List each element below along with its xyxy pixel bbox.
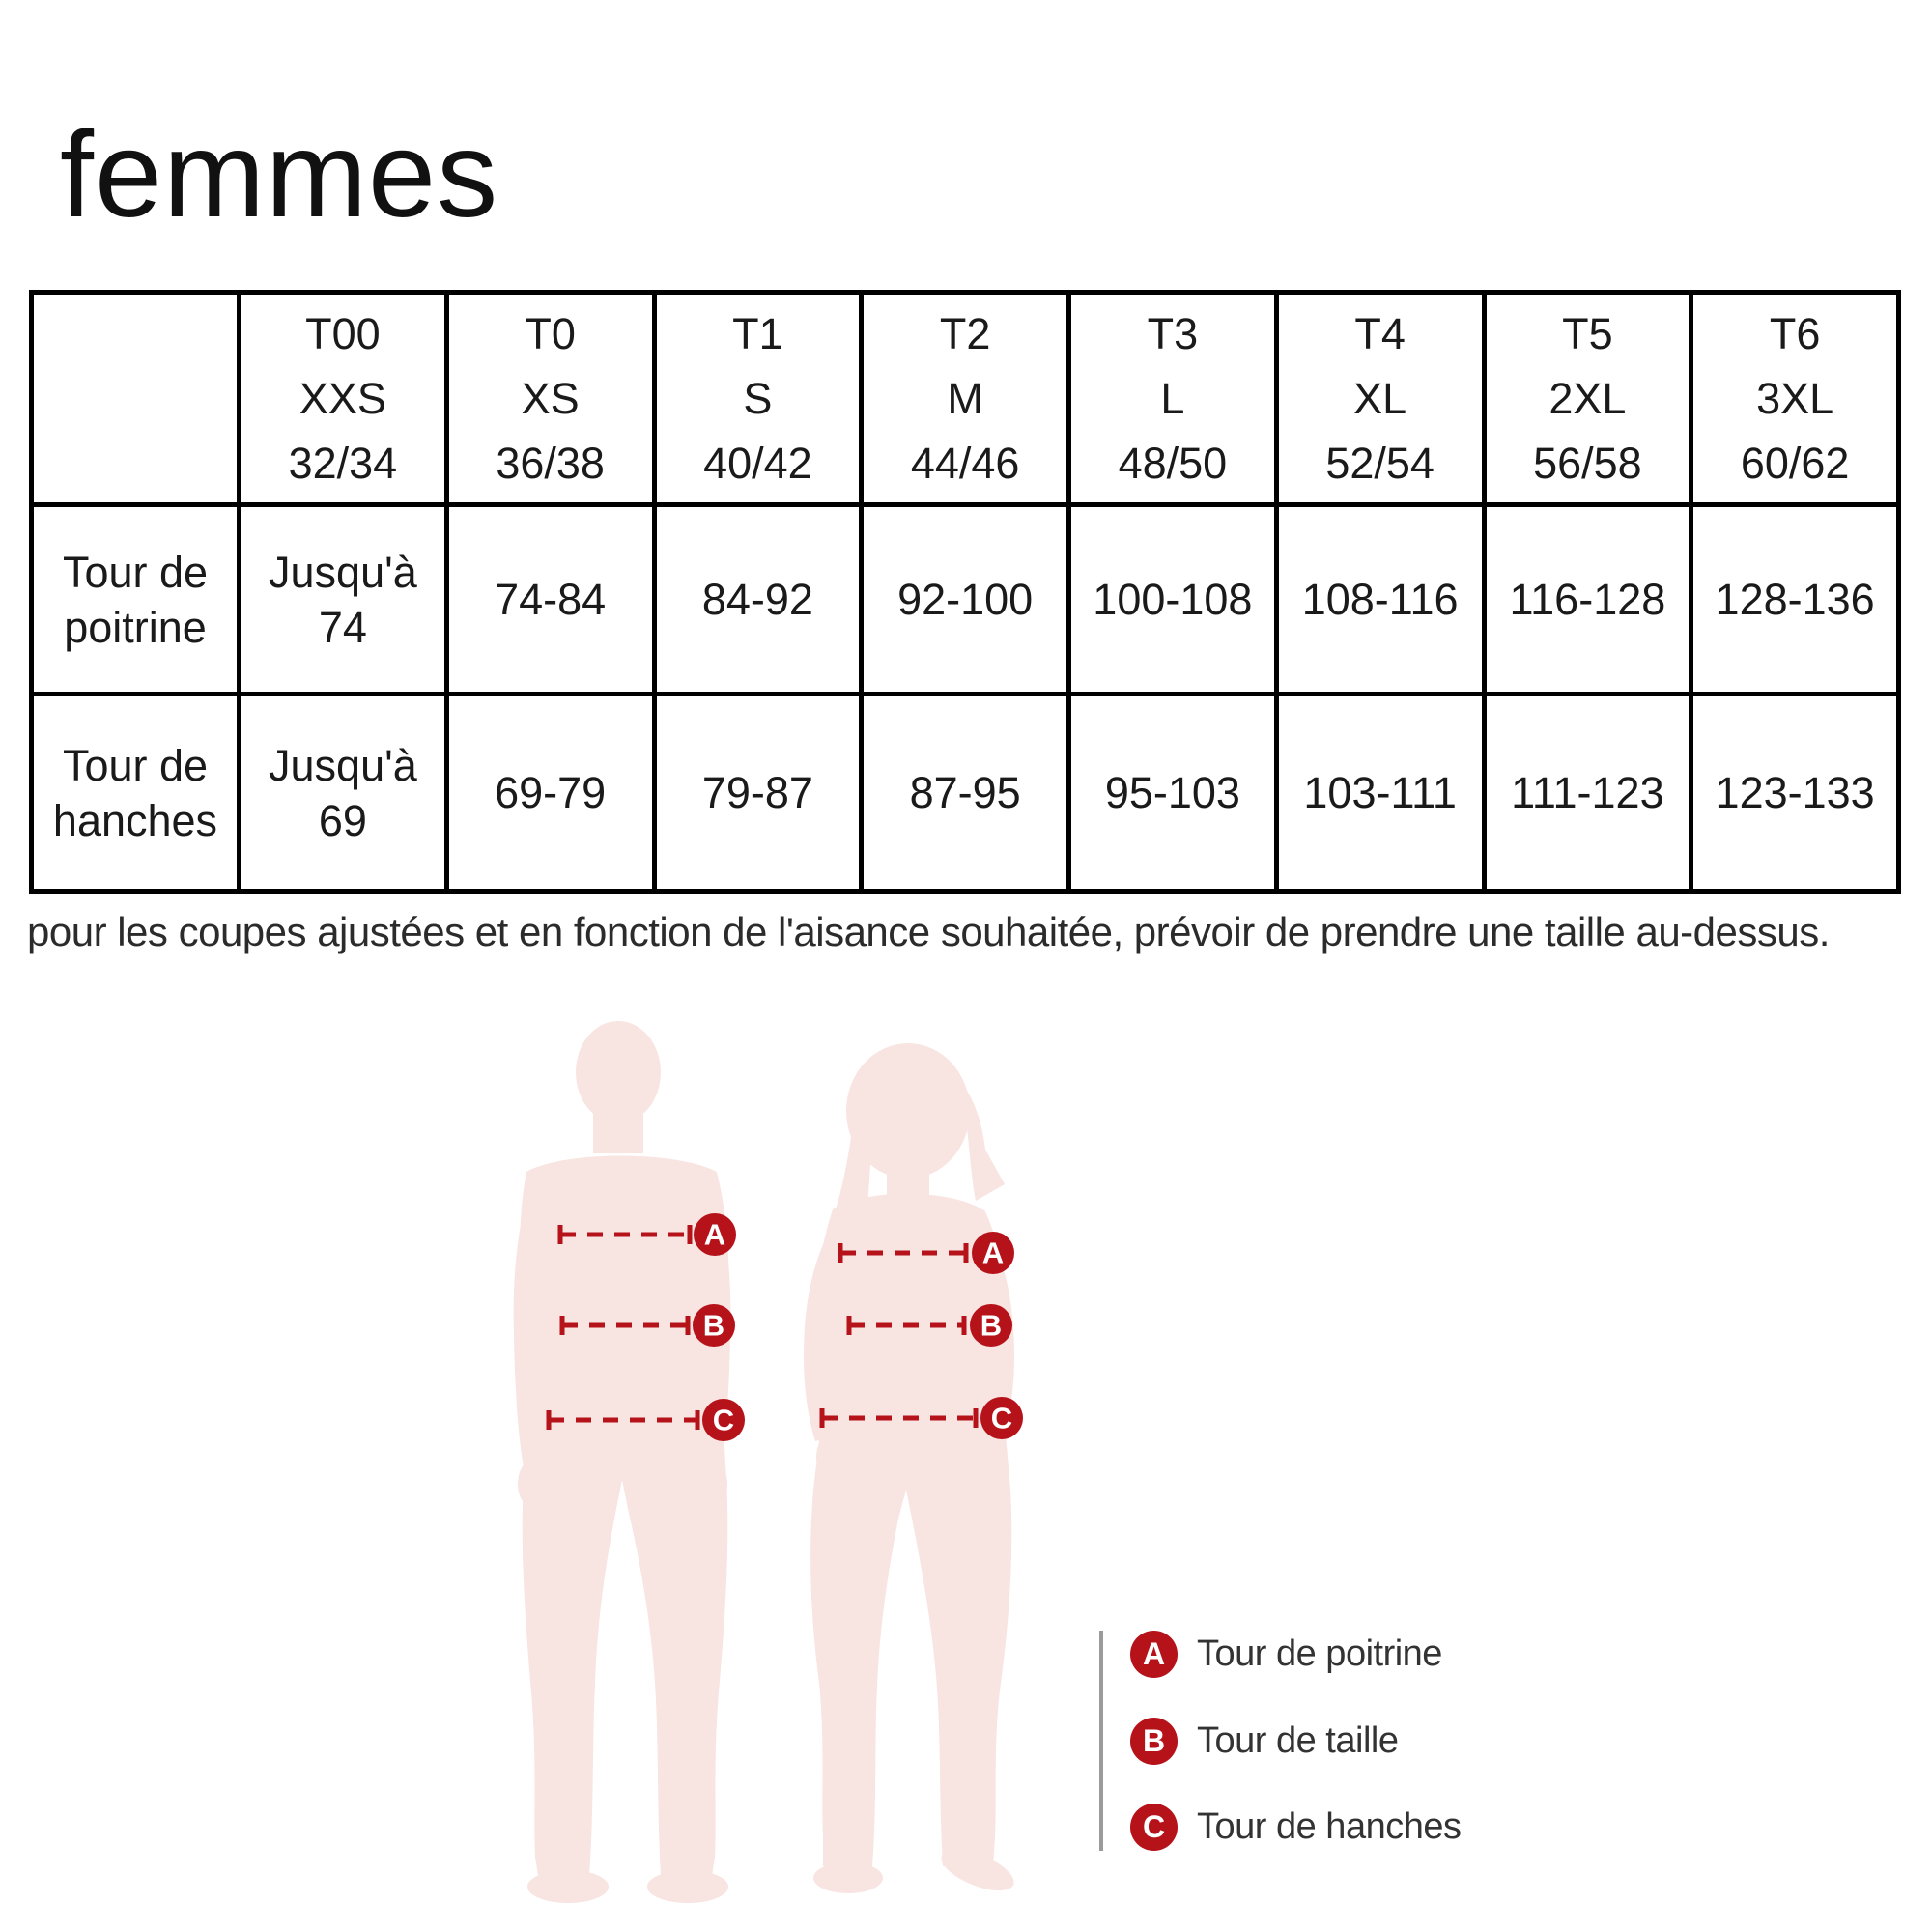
woman-silhouette <box>804 1043 1014 1893</box>
size-fr: 40/42 <box>703 439 812 488</box>
size-fr: 60/62 <box>1740 439 1850 488</box>
legend-label: Tour de taille <box>1197 1719 1399 1761</box>
size-code: T0 <box>525 309 576 358</box>
size-code: T5 <box>1562 309 1613 358</box>
legend-label: Tour de poitrine <box>1197 1634 1442 1674</box>
marker-letter-b: B <box>703 1309 724 1343</box>
size-code: T1 <box>732 309 783 358</box>
marker-a-icon: A <box>1130 1631 1178 1678</box>
size-intl: M <box>947 374 983 423</box>
size-cell: 108-116 <box>1273 502 1487 696</box>
size-fr: 52/54 <box>1325 439 1435 488</box>
size-intl: L <box>1160 374 1185 423</box>
legend-label: Tour de hanches <box>1197 1806 1462 1847</box>
size-cell: 116-128 <box>1481 502 1694 696</box>
size-cell: 100-108 <box>1066 502 1279 696</box>
table-row: Tour de poitrine Jusqu'à 74 74-84 84-92 … <box>29 502 1901 696</box>
marker-a-icon <box>972 1232 1014 1274</box>
marker-b-icon: B <box>1130 1717 1178 1765</box>
size-cell: Jusqu'à 74 <box>237 502 449 696</box>
size-fr: 48/50 <box>1118 439 1228 488</box>
marker-letter-a: A <box>982 1236 1004 1270</box>
marker-letter-c: C <box>991 1402 1012 1435</box>
size-cell: 103-111 <box>1273 692 1487 894</box>
size-cell: 74-84 <box>443 502 657 696</box>
marker-letter-a: A <box>704 1218 725 1252</box>
column-header: T3 L 48/50 <box>1066 290 1279 507</box>
size-cell: Jusqu'à 69 <box>237 692 449 894</box>
column-header: T1 S 40/42 <box>651 290 865 507</box>
size-cell: 95-103 <box>1066 692 1279 894</box>
man-silhouette <box>513 1021 731 1903</box>
size-intl: XL <box>1353 374 1407 423</box>
size-cell: 87-95 <box>859 692 1071 894</box>
table-header-row: T00 XXS 32/34 T0 XS 36/38 T1 S 40/42 T2 … <box>29 290 1901 507</box>
size-cell: 111-123 <box>1481 692 1694 894</box>
size-intl: S <box>743 374 773 423</box>
size-cell: 128-136 <box>1689 502 1901 696</box>
size-cell: 92-100 <box>859 502 1071 696</box>
size-cell: 69-79 <box>443 692 657 894</box>
size-fr: 36/38 <box>496 439 605 488</box>
marker-c-icon: C <box>1130 1804 1178 1851</box>
column-header: T6 3XL 60/62 <box>1689 290 1901 507</box>
marker-c-icon <box>702 1399 745 1441</box>
size-code: T3 <box>1147 309 1199 358</box>
size-fr: 44/46 <box>910 439 1020 488</box>
size-fr: 56/58 <box>1533 439 1642 488</box>
page-title: femmes <box>60 106 499 242</box>
size-intl: XXS <box>298 374 386 423</box>
fit-note: pour les coupes ajustées et en fonction … <box>27 909 1830 954</box>
marker-letter-c: C <box>713 1404 734 1437</box>
column-header: T2 M 44/46 <box>859 290 1071 507</box>
legend-item-hips: C Tour de hanches <box>1130 1804 1462 1851</box>
column-header: T0 XS 36/38 <box>443 290 657 507</box>
man-measurement-lines <box>546 1225 700 1430</box>
legend-item-chest: A Tour de poitrine <box>1130 1631 1461 1678</box>
size-cell: 79-87 <box>651 692 865 894</box>
row-label-chest: Tour de poitrine <box>29 502 242 696</box>
woman-markers: A B C <box>970 1232 1023 1439</box>
legend-item-waist: B Tour de taille <box>1130 1717 1461 1765</box>
size-intl: XS <box>521 374 580 423</box>
marker-a-icon <box>694 1213 736 1256</box>
measurement-legend: A Tour de poitrine B Tour de taille C To… <box>1099 1631 1462 1851</box>
size-intl: 3XL <box>1756 374 1834 423</box>
table-row: Tour de hanches Jusqu'à 69 69-79 79-87 8… <box>29 692 1901 894</box>
size-code: T6 <box>1769 309 1821 358</box>
woman-measurement-lines <box>819 1243 979 1428</box>
man-markers: A B C <box>693 1213 745 1441</box>
size-code: T4 <box>1354 309 1406 358</box>
column-header: T5 2XL 56/58 <box>1481 290 1694 507</box>
marker-b-icon <box>693 1304 735 1347</box>
size-fr: 32/34 <box>288 439 398 488</box>
size-table: T00 XXS 32/34 T0 XS 36/38 T1 S 40/42 T2 … <box>29 290 1901 894</box>
column-header: T4 XL 52/54 <box>1273 290 1487 507</box>
marker-b-icon <box>970 1304 1012 1347</box>
size-cell: 123-133 <box>1689 692 1901 894</box>
size-code: T00 <box>305 309 381 358</box>
size-code: T2 <box>939 309 991 358</box>
corner-cell <box>29 290 242 507</box>
row-label-hips: Tour de hanches <box>29 692 242 894</box>
marker-letter-b: B <box>980 1309 1002 1343</box>
size-intl: 2XL <box>1548 374 1627 423</box>
size-cell: 84-92 <box>651 502 865 696</box>
column-header: T00 XXS 32/34 <box>237 290 449 507</box>
marker-c-icon <box>980 1397 1023 1439</box>
